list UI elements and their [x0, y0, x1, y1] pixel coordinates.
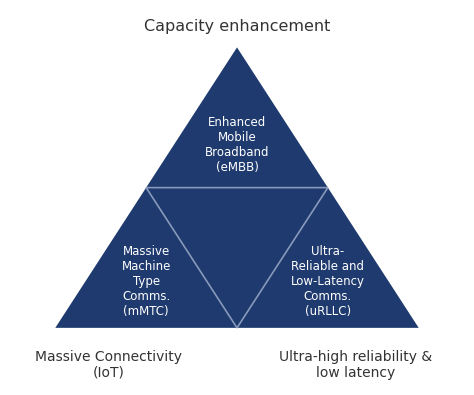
Text: Capacity enhancement: Capacity enhancement [144, 19, 330, 34]
Polygon shape [55, 47, 419, 328]
Text: Enhanced
Mobile
Broadband
(eMBB): Enhanced Mobile Broadband (eMBB) [205, 116, 269, 174]
Text: Massive
Machine
Type
Comms.
(mMTC): Massive Machine Type Comms. (mMTC) [121, 245, 171, 318]
Text: Ultra-
Reliable and
Low-Latency
Comms.
(uRLLC): Ultra- Reliable and Low-Latency Comms. (… [291, 245, 365, 318]
Text: Massive Connectivity
(IoT): Massive Connectivity (IoT) [35, 350, 182, 380]
Text: Ultra-high reliability &
low latency: Ultra-high reliability & low latency [279, 350, 432, 380]
